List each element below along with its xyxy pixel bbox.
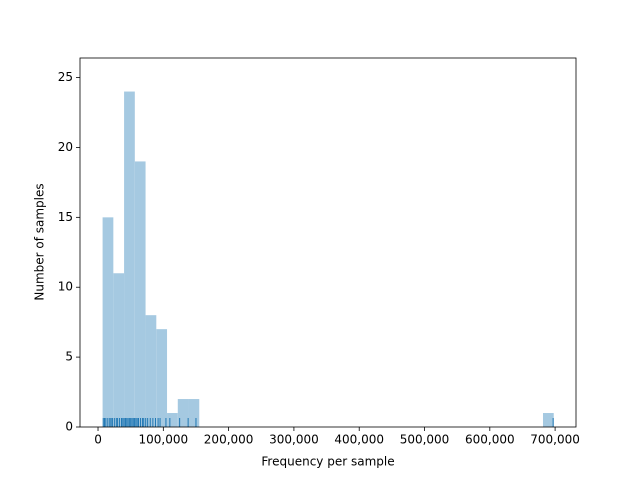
bar [188, 399, 200, 427]
x-tick-label: 300,000 [269, 433, 319, 447]
bar [124, 91, 135, 427]
x-tick-label: 600,000 [465, 433, 515, 447]
y-tick-label: 0 [65, 420, 73, 434]
x-tick-label: 0 [94, 433, 102, 447]
plot-frame [79, 57, 577, 428]
bar [167, 413, 178, 427]
x-tick-label: 200,000 [204, 433, 254, 447]
y-tick-label: 25 [58, 70, 73, 84]
bar [177, 399, 189, 427]
y-tick-label: 20 [58, 140, 73, 154]
y-tick-label: 10 [58, 280, 73, 294]
x-tick-label: 500,000 [400, 433, 450, 447]
bar [134, 161, 146, 427]
x-axis-label: Frequency per sample [261, 455, 394, 469]
bar [156, 329, 168, 427]
bar [145, 315, 157, 427]
y-tick-label: 15 [58, 210, 73, 224]
y-tick-label: 5 [65, 350, 73, 364]
bar [113, 273, 125, 427]
bar [102, 217, 114, 427]
y-axis-label: Number of samples [33, 183, 47, 300]
bar [542, 413, 554, 427]
x-tick-label: 100,000 [139, 433, 189, 447]
x-tick-label: 400,000 [334, 433, 384, 447]
x-tick-label: 700,000 [530, 433, 580, 447]
